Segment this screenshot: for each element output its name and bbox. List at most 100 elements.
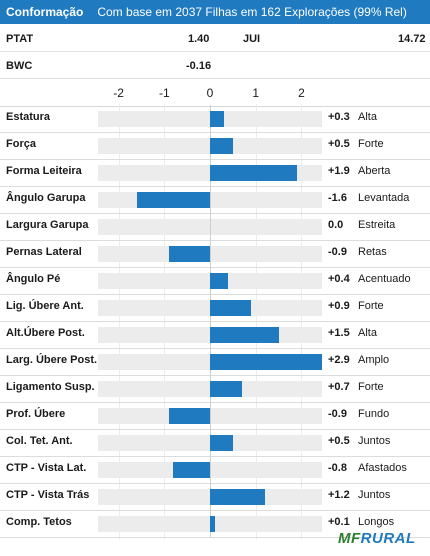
trait-bar (210, 516, 215, 532)
zero-line (210, 456, 211, 483)
trait-row: Prof. Úbere -0.9 Fundo (0, 402, 430, 430)
trait-bar (210, 165, 297, 181)
trait-bar (210, 354, 322, 370)
trait-descriptor: Acentuado (358, 273, 411, 285)
logo-mf: MF (338, 530, 361, 547)
mfrural-logo: MFRURAL (338, 530, 416, 547)
trait-bar (210, 300, 252, 316)
grid-line (164, 104, 166, 540)
axis-tick-label: 2 (298, 86, 305, 100)
trait-value: +2.9 (328, 354, 350, 366)
trait-name: Lig. Úbere Ant. (6, 300, 84, 312)
trait-row: Largura Garupa 0.0 Estreita (0, 213, 430, 241)
jui-label: JUI (243, 33, 261, 45)
trait-value: +1.2 (328, 489, 350, 501)
trait-name: Estatura (6, 111, 51, 123)
trait-row: Col. Tet. Ant. +0.5 Juntos (0, 429, 430, 457)
grid-line (301, 104, 303, 540)
bwc-row: BWC -0.16 (0, 52, 430, 79)
zero-line (210, 213, 211, 240)
bwc-label: BWC (6, 60, 33, 72)
trait-name: Pernas Lateral (6, 246, 82, 258)
trait-descriptor: Forte (358, 300, 384, 312)
trait-value: 0.0 (328, 219, 344, 231)
header-bar: Conformação Com base em 2037 Filhas em 1… (0, 0, 430, 24)
trait-descriptor: Aberta (358, 165, 391, 177)
ptat-label: PTAT (6, 33, 34, 45)
trait-value: -0.9 (328, 408, 347, 420)
trait-bar (136, 192, 210, 208)
trait-name: Força (6, 138, 36, 150)
trait-name: CTP - Vista Trás (6, 489, 90, 501)
jui-value: 14.72 (398, 33, 426, 45)
trait-descriptor: Afastados (358, 462, 407, 474)
trait-value: +0.5 (328, 435, 350, 447)
zero-line (210, 186, 211, 213)
zero-line (210, 402, 211, 429)
trait-bar (168, 246, 210, 262)
trait-row: Ângulo Pé +0.4 Acentuado (0, 267, 430, 295)
trait-row: Lig. Úbere Ant. +0.9 Forte (0, 294, 430, 322)
trait-row: Força +0.5 Forte (0, 132, 430, 160)
axis-tick-label: -2 (113, 86, 124, 100)
trait-descriptor: Amplo (358, 354, 390, 366)
trait-row: CTP - Vista Lat. -0.8 Afastados (0, 456, 430, 484)
trait-row: Estatura +0.3 Alta (0, 105, 430, 133)
trait-value: +1.9 (328, 165, 350, 177)
trait-bar (210, 273, 229, 289)
trait-descriptor: Alta (358, 111, 377, 123)
trait-value: +0.9 (328, 300, 350, 312)
trait-value: +0.5 (328, 138, 350, 150)
trait-name: Forma Leiteira (6, 165, 82, 177)
trait-name: Ângulo Garupa (6, 192, 86, 204)
page-title: Conformação (6, 5, 84, 19)
trait-value: +0.3 (328, 111, 350, 123)
trait-name: Ângulo Pé (6, 273, 61, 285)
trait-descriptor: Retas (358, 246, 387, 258)
trait-descriptor: Longos (358, 516, 395, 528)
trait-row: Forma Leiteira +1.9 Aberta (0, 159, 430, 187)
trait-name: Largura Garupa (6, 219, 89, 231)
logo-rural: RURAL (360, 530, 416, 547)
trait-row: Ligamento Susp. +0.7 Forte (0, 375, 430, 403)
trait-row: Pernas Lateral -0.9 Retas (0, 240, 430, 268)
trait-row: Alt.Úbere Post. +1.5 Alta (0, 321, 430, 349)
trait-row: Comp. Tetos +0.1 Longos (0, 510, 430, 538)
trait-descriptor: Forte (358, 381, 384, 393)
axis-tick-label: 1 (252, 86, 260, 100)
trait-bar (210, 381, 242, 397)
grid-line (255, 104, 257, 540)
trait-name: Col. Tet. Ant. (6, 435, 73, 447)
trait-descriptor: Juntos (358, 489, 391, 501)
trait-descriptor: Forte (358, 138, 384, 150)
trait-descriptor: Fundo (358, 408, 390, 420)
trait-value: -0.9 (328, 246, 347, 258)
chart-axis: -2 -1 0 1 2 (0, 82, 430, 107)
trait-descriptor: Alta (358, 327, 377, 339)
page-subtitle: Com base em 2037 Filhas em 162 Exploraçõ… (97, 5, 407, 19)
bwc-value: -0.16 (186, 60, 212, 72)
trait-descriptor: Estreita (358, 219, 396, 231)
trait-descriptor: Juntos (358, 435, 391, 447)
trait-descriptor: Levantada (358, 192, 410, 204)
trait-name: Larg. Úbere Post. (6, 354, 98, 366)
trait-bar (168, 408, 210, 424)
ptat-value: 1.40 (188, 33, 210, 45)
trait-name: Ligamento Susp. (6, 381, 95, 393)
trait-name: Alt.Úbere Post. (6, 327, 85, 339)
grid-line (118, 104, 120, 540)
trait-bar (210, 435, 233, 451)
ptat-row: PTAT 1.40 JUI 14.72 (0, 25, 430, 52)
trait-value: -1.6 (328, 192, 347, 204)
trait-row: CTP - Vista Trás +1.2 Juntos (0, 483, 430, 511)
axis-tick-label: 0 (206, 86, 214, 100)
zero-line (210, 240, 211, 267)
trait-value: +0.7 (328, 381, 350, 393)
trait-name: Prof. Úbere (6, 408, 66, 420)
trait-bar (210, 111, 224, 127)
trait-bar (210, 489, 265, 505)
trait-bar (210, 138, 233, 154)
trait-bar (210, 327, 279, 343)
trait-row: Larg. Úbere Post. +2.9 Amplo (0, 348, 430, 376)
trait-value: +0.4 (328, 273, 350, 285)
